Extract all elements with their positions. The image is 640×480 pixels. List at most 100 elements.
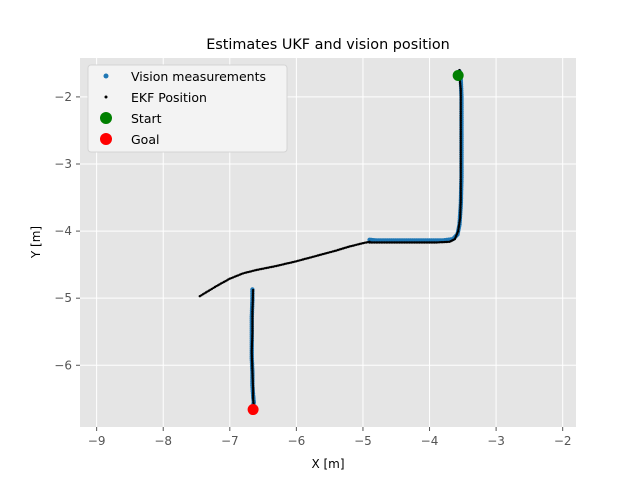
ekf-point	[251, 337, 254, 340]
ekf-point	[459, 114, 462, 117]
x-ticks: −9 −8 −7 −6 −5 −4 −3 −2	[88, 427, 572, 448]
ekf-point	[459, 112, 462, 115]
y-tick-label: −4	[54, 224, 72, 238]
ekf-point	[459, 164, 462, 167]
ekf-point	[459, 135, 462, 138]
ekf-point	[443, 240, 446, 244]
ekf-point	[459, 171, 462, 174]
ekf-point	[251, 315, 254, 318]
x-tick-label: −3	[487, 434, 505, 448]
x-tick-label: −8	[154, 434, 172, 448]
legend-box	[87, 64, 288, 153]
ekf-point	[251, 374, 254, 377]
ekf-point	[250, 340, 254, 343]
ekf-point	[459, 173, 462, 176]
ekf-point	[251, 333, 254, 337]
ekf-point	[459, 199, 462, 203]
y-tick-label: −5	[54, 291, 72, 305]
legend-ekf-marker	[104, 95, 108, 99]
ekf-point	[459, 194, 462, 197]
legend-start-marker	[100, 112, 112, 124]
ekf-point	[459, 126, 462, 129]
ekf-point	[251, 375, 254, 379]
ekf-point	[411, 241, 415, 244]
ekf-point	[410, 241, 413, 244]
y-tick-label: −6	[54, 358, 72, 372]
legend: Vision measurements EKF Position Start G…	[87, 64, 288, 153]
ekf-point	[459, 133, 462, 137]
chart-title: Estimates UKF and vision position	[206, 37, 450, 53]
ekf-point	[251, 362, 254, 365]
ekf-point	[459, 139, 462, 142]
ekf-point	[459, 96, 462, 99]
ekf-point	[251, 367, 254, 370]
ekf-point	[250, 355, 254, 359]
ekf-point	[418, 241, 421, 244]
ekf-point	[459, 160, 462, 163]
ekf-point	[406, 241, 410, 244]
ekf-point	[459, 214, 462, 218]
ekf-point	[433, 241, 436, 244]
ekf-point	[459, 191, 462, 194]
ekf-point	[459, 121, 462, 124]
legend-start-label: Start	[131, 111, 162, 126]
ekf-point	[250, 354, 254, 357]
ekf-point	[373, 241, 376, 244]
ekf-point	[459, 213, 462, 216]
y-ticks: −2 −3 −4 −5 −6	[54, 90, 80, 372]
ekf-point	[251, 296, 255, 299]
ekf-point	[251, 392, 255, 395]
ekf-point	[251, 301, 254, 304]
ekf-point	[459, 155, 462, 158]
ekf-point	[251, 369, 254, 372]
ekf-point	[251, 317, 254, 320]
x-tick-label: −4	[421, 434, 439, 448]
grid	[80, 58, 576, 427]
ekf-point	[459, 148, 462, 151]
ekf-point	[459, 92, 462, 96]
ekf-point	[251, 318, 254, 322]
ekf-point	[459, 176, 462, 180]
ekf-point	[396, 241, 400, 244]
ekf-point	[386, 241, 390, 244]
ekf-point	[420, 241, 423, 244]
ekf-point	[251, 303, 254, 306]
x-axis-label: X [m]	[311, 457, 344, 471]
ekf-point	[251, 384, 255, 387]
ekf-point	[459, 208, 462, 211]
ekf-point	[459, 169, 462, 172]
ekf-point	[459, 151, 462, 154]
ekf-point	[251, 325, 254, 328]
ekf-point	[251, 312, 254, 315]
ekf-point	[459, 124, 462, 128]
ekf-point	[459, 185, 462, 188]
ekf-point	[251, 332, 254, 335]
ekf-point	[441, 241, 444, 244]
ekf-point	[250, 349, 253, 352]
ekf-point	[251, 308, 254, 311]
ekf-point	[459, 198, 462, 201]
ekf-point	[251, 364, 254, 367]
ekf-point	[459, 142, 462, 146]
ekf-point	[459, 180, 462, 183]
ekf-point	[459, 182, 462, 185]
ekf-point	[459, 192, 462, 196]
start-marker	[452, 69, 464, 81]
ekf-point	[459, 196, 462, 199]
ekf-point	[459, 167, 462, 171]
ekf-point	[251, 382, 255, 385]
ekf-point	[459, 140, 462, 144]
ekf-point	[251, 310, 254, 313]
ekf-point	[250, 359, 254, 362]
ekf-point	[459, 94, 462, 97]
ekf-point	[390, 241, 393, 244]
ekf-point	[251, 370, 254, 374]
ekf-point	[459, 108, 462, 112]
ekf-point	[435, 241, 438, 244]
ekf-point	[459, 158, 462, 162]
ekf-point	[459, 99, 462, 103]
ekf-point	[251, 395, 255, 399]
ekf-point	[251, 297, 254, 301]
ekf-point	[251, 322, 254, 325]
x-tick-label: −7	[221, 434, 239, 448]
